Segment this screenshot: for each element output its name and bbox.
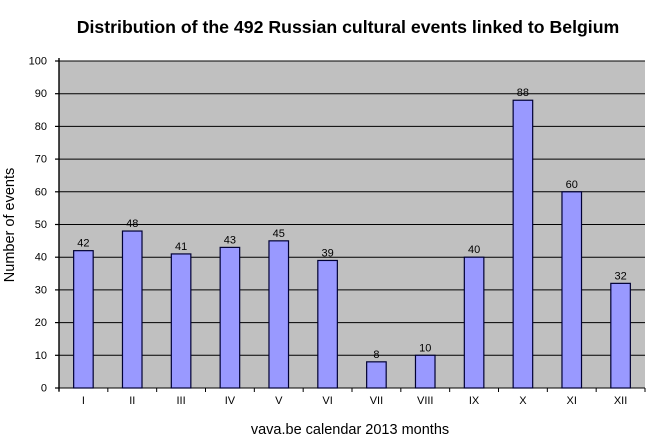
svg-text:30: 30: [35, 284, 47, 296]
svg-text:V: V: [275, 395, 283, 407]
svg-text:X: X: [519, 395, 527, 407]
svg-text:8: 8: [373, 349, 379, 361]
svg-text:90: 90: [35, 88, 47, 100]
svg-text:40: 40: [35, 252, 47, 264]
svg-text:XI: XI: [567, 395, 577, 407]
svg-text:Number of events: Number of events: [2, 168, 18, 282]
svg-text:60: 60: [566, 179, 578, 191]
svg-text:41: 41: [175, 241, 187, 253]
svg-text:II: II: [129, 395, 135, 407]
svg-text:48: 48: [126, 218, 138, 230]
svg-text:70: 70: [35, 154, 47, 166]
svg-text:IV: IV: [225, 395, 236, 407]
svg-text:100: 100: [29, 56, 47, 68]
svg-text:IX: IX: [469, 395, 480, 407]
svg-text:I: I: [82, 395, 85, 407]
svg-text:10: 10: [35, 350, 47, 362]
svg-text:42: 42: [77, 238, 89, 250]
svg-text:40: 40: [468, 244, 480, 256]
svg-text:vava.be calendar 2013 months: vava.be calendar 2013 months: [251, 422, 449, 438]
svg-text:VII: VII: [370, 395, 383, 407]
svg-text:0: 0: [41, 383, 47, 395]
svg-text:88: 88: [517, 87, 529, 99]
svg-text:50: 50: [35, 219, 47, 231]
svg-text:III: III: [176, 395, 185, 407]
svg-text:60: 60: [35, 186, 47, 198]
svg-text:VIII: VIII: [417, 395, 434, 407]
svg-text:VI: VI: [322, 395, 332, 407]
svg-text:45: 45: [273, 228, 285, 240]
svg-text:20: 20: [35, 317, 47, 329]
svg-text:39: 39: [321, 247, 333, 259]
svg-text:Distribution of the 492 Russia: Distribution of the 492 Russian cultural…: [77, 17, 620, 37]
svg-text:32: 32: [614, 270, 626, 282]
svg-text:80: 80: [35, 121, 47, 133]
svg-text:10: 10: [419, 342, 431, 354]
svg-text:43: 43: [224, 234, 236, 246]
svg-text:XII: XII: [614, 395, 627, 407]
